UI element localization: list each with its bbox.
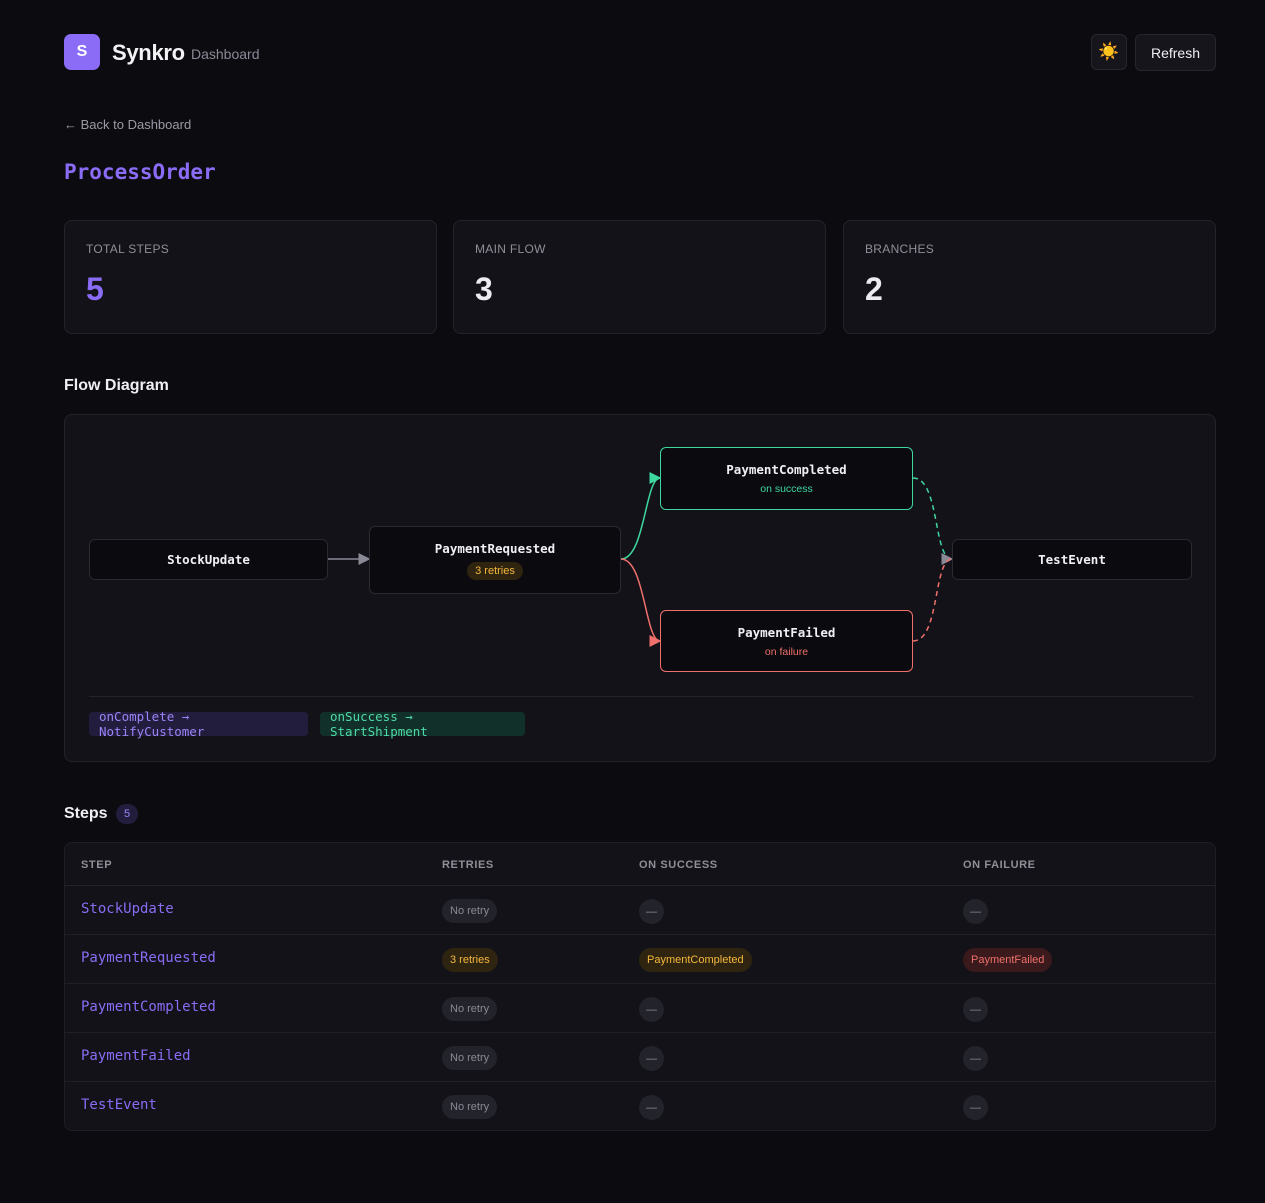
retries-badge: No retry — [442, 997, 498, 1021]
retries-badge: 3 retries — [442, 948, 498, 972]
empty-failure-badge: — — [963, 1046, 988, 1071]
stat-value: 5 — [86, 271, 104, 307]
column-header-step: STEP — [81, 859, 113, 871]
empty-success-badge: — — [639, 997, 664, 1022]
empty-failure-badge: — — [963, 899, 988, 924]
table-row[interactable]: PaymentFailed No retry — — — [65, 1033, 1215, 1082]
steps-title: Steps — [64, 805, 108, 822]
column-header-on-success: ON SUCCESS — [639, 859, 718, 871]
stat-card-total-steps: TOTAL STEPS 5 — [64, 220, 437, 334]
flow-divider — [89, 696, 1193, 697]
stat-card-main-flow: MAIN FLOW 3 — [453, 220, 826, 334]
stat-value: 3 — [475, 271, 493, 307]
hook-chip-on-success: onSuccess → StartShipment — [320, 709, 525, 739]
table-row[interactable]: PaymentCompleted No retry — — — [65, 984, 1215, 1033]
hook-chip-on-complete: onComplete → NotifyCustomer — [89, 709, 308, 739]
edge-completed-to-test — [912, 477, 954, 565]
on-failure-badge: PaymentFailed — [963, 948, 1053, 972]
step-name[interactable]: PaymentRequested — [81, 950, 216, 966]
theme-toggle-button[interactable]: ☀️ — [1091, 34, 1127, 70]
steps-table: STEP RETRIES ON SUCCESS ON FAILURE Stock… — [64, 842, 1216, 1131]
table-header: STEP RETRIES ON SUCCESS ON FAILURE — [65, 843, 1215, 886]
table-row[interactable]: StockUpdate No retry — — — [65, 886, 1215, 935]
flow-node-payment-completed[interactable]: PaymentCompleted on success — [660, 447, 913, 510]
node-title: TestEvent — [1038, 552, 1106, 567]
node-title: PaymentCompleted — [726, 462, 847, 477]
node-title: PaymentRequested — [434, 540, 556, 556]
step-name[interactable]: PaymentCompleted — [81, 999, 216, 1015]
on-success-badge: PaymentCompleted — [639, 948, 752, 972]
app-header: S Synkro Dashboard ☀️ Refresh — [64, 34, 1216, 71]
node-title: PaymentFailed — [737, 624, 836, 640]
empty-failure-badge: — — [963, 997, 988, 1022]
flow-diagram-panel: StockUpdate PaymentRequested 3 retries P… — [64, 414, 1216, 762]
column-header-retries: RETRIES — [442, 859, 494, 871]
flow-node-test-event[interactable]: TestEvent — [952, 539, 1192, 580]
retries-badge: No retry — [442, 1046, 498, 1070]
retries-badge: No retry — [442, 899, 498, 923]
flow-node-stock-update[interactable]: StockUpdate — [89, 539, 328, 580]
flow-node-payment-requested[interactable]: PaymentRequested 3 retries — [369, 526, 621, 594]
empty-success-badge: — — [639, 1095, 664, 1120]
step-name[interactable]: TestEvent — [81, 1097, 157, 1113]
logo-icon[interactable]: S — [64, 34, 100, 70]
step-name[interactable]: StockUpdate — [81, 901, 174, 917]
table-row[interactable]: PaymentRequested 3 retries PaymentComple… — [65, 935, 1215, 984]
stat-value: 2 — [865, 271, 883, 307]
column-header-on-failure: ON FAILURE — [963, 859, 1036, 871]
node-subtitle: on success — [760, 483, 813, 495]
retry-badge: 3 retries — [467, 561, 523, 580]
flow-connectors — [328, 472, 954, 647]
stat-label: MAIN FLOW — [475, 242, 546, 256]
step-name[interactable]: PaymentFailed — [81, 1048, 191, 1064]
back-to-dashboard-link[interactable]: ← Back to Dashboard — [64, 117, 192, 132]
empty-failure-badge: — — [963, 1095, 988, 1120]
stat-label: BRANCHES — [865, 242, 935, 256]
empty-success-badge: — — [639, 899, 664, 924]
page-title: ProcessOrder — [64, 160, 216, 184]
sun-icon: ☀️ — [1098, 42, 1120, 61]
flow-diagram-title: Flow Diagram — [64, 377, 169, 394]
stat-label: TOTAL STEPS — [86, 242, 170, 256]
brand-subtitle: Dashboard — [191, 46, 260, 62]
steps-count-badge: 5 — [116, 804, 138, 824]
node-subtitle: on failure — [764, 645, 809, 658]
node-title: StockUpdate — [167, 552, 250, 567]
stat-card-branches: BRANCHES 2 — [843, 220, 1216, 334]
edge-failed-to-test — [912, 558, 953, 642]
refresh-button[interactable]: Refresh — [1135, 34, 1216, 71]
retries-badge: No retry — [442, 1095, 498, 1119]
brand-name[interactable]: Synkro — [112, 40, 185, 65]
table-row[interactable]: TestEvent No retry — — — [65, 1082, 1215, 1130]
edge-requested-to-completed — [620, 472, 662, 560]
flow-node-payment-failed[interactable]: PaymentFailed on failure — [660, 610, 913, 672]
edge-requested-to-failed — [620, 558, 662, 647]
empty-success-badge: — — [639, 1046, 664, 1071]
